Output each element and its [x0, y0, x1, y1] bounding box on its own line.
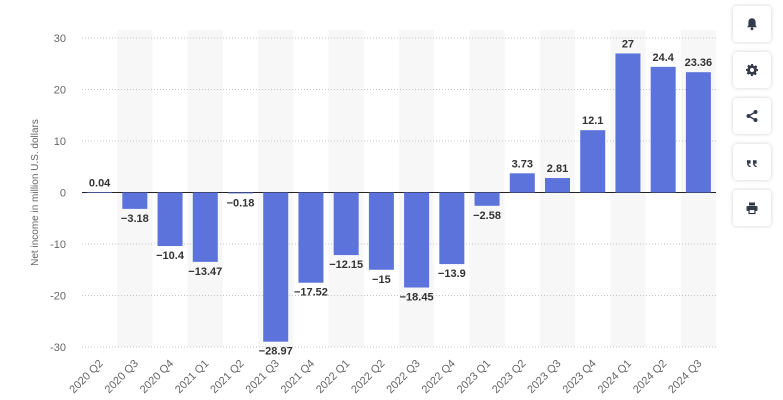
y-tick-label: -30: [50, 342, 66, 354]
data-label: −2.58: [473, 210, 501, 222]
x-tick-label: 2024 Q1: [596, 358, 634, 396]
data-label: 24.4: [652, 52, 674, 64]
gear-icon: [745, 63, 759, 77]
bar: [192, 192, 218, 262]
y-tick-label: -10: [50, 239, 66, 251]
data-label: −13.47: [188, 266, 222, 278]
bar: [545, 178, 570, 193]
share-icon: [745, 109, 759, 123]
chart-area: 30 20 10 0 -10 -20 -30 Net income in million U.…: [30, 30, 716, 396]
bar: [474, 192, 500, 206]
side-toolbar: [733, 6, 771, 226]
data-label: 3.73: [512, 158, 533, 170]
y-tick-label: 0: [60, 188, 66, 200]
column-band: [328, 30, 364, 347]
x-tick-label: 2021 Q1: [173, 358, 211, 396]
x-tick-label: 2022 Q2: [349, 358, 387, 396]
bar: [580, 130, 606, 193]
data-label: −10.4: [156, 250, 185, 262]
bar-chart: 30 20 10 0 -10 -20 -30 Net income in million U.…: [30, 30, 716, 396]
quote-icon: [745, 155, 759, 169]
x-tick-label: 2022 Q4: [420, 358, 458, 396]
share-button[interactable]: [733, 98, 771, 134]
data-label: −0.18: [227, 197, 255, 209]
x-tick-label: 2022 Q1: [314, 358, 352, 396]
data-label: 2.81: [547, 163, 568, 175]
printer-icon: [745, 201, 759, 215]
bell-icon: [745, 17, 759, 31]
data-label: −17.52: [294, 287, 328, 299]
y-tick-label: 30: [54, 33, 66, 45]
data-label: 0.04: [89, 177, 111, 189]
x-tick-label: 2021 Q4: [279, 358, 317, 396]
x-tick-label: 2023 Q3: [525, 358, 563, 396]
data-label: −3.18: [121, 213, 149, 225]
x-tick-label: 2024 Q2: [631, 358, 669, 396]
settings-button[interactable]: [733, 52, 771, 88]
data-label: 23.36: [685, 57, 713, 69]
bar: [685, 72, 711, 193]
column-band: [469, 30, 505, 347]
print-button[interactable]: [733, 190, 771, 226]
column-band: [117, 30, 153, 347]
bar: [333, 192, 359, 256]
bar: [228, 192, 253, 194]
bar: [439, 192, 465, 265]
y-tick-label: -20: [50, 291, 66, 303]
data-label: −18.45: [400, 292, 434, 304]
column-band: [399, 30, 435, 347]
data-label: 12.1: [582, 115, 603, 127]
bar: [615, 53, 641, 193]
x-tick-label: 2022 Q3: [384, 358, 422, 396]
y-axis-label: Net income in million U.S. dollars: [30, 119, 41, 266]
data-label: −28.97: [259, 346, 293, 358]
x-tick-label: 2020 Q4: [138, 358, 176, 396]
bar: [404, 192, 430, 288]
bar: [298, 192, 324, 283]
x-tick-label: 2021 Q3: [244, 358, 282, 396]
bar: [122, 192, 148, 209]
x-tick-label: 2020 Q3: [103, 358, 141, 396]
x-tick-label: 2024 Q3: [666, 358, 704, 396]
data-label: −12.15: [329, 259, 363, 271]
data-label: −15: [372, 274, 391, 286]
x-tick-label: 2020 Q2: [67, 358, 105, 396]
x-tick-label: 2023 Q4: [561, 358, 599, 396]
y-tick-label: 10: [54, 136, 66, 148]
bar: [87, 192, 113, 193]
x-tick-label: 2021 Q2: [208, 358, 246, 396]
x-tick-label: 2023 Q2: [490, 358, 528, 396]
bar: [509, 173, 535, 193]
column-band: [187, 30, 223, 347]
data-label: 27: [622, 38, 634, 50]
y-tick-label: 20: [54, 85, 66, 97]
x-tick-label: 2023 Q1: [455, 358, 493, 396]
bar: [650, 66, 676, 193]
notification-button[interactable]: [733, 6, 771, 42]
cite-button[interactable]: [733, 144, 771, 180]
bar: [368, 192, 394, 270]
bar: [263, 192, 289, 342]
bar: [157, 192, 183, 247]
data-label: −13.9: [438, 268, 466, 280]
